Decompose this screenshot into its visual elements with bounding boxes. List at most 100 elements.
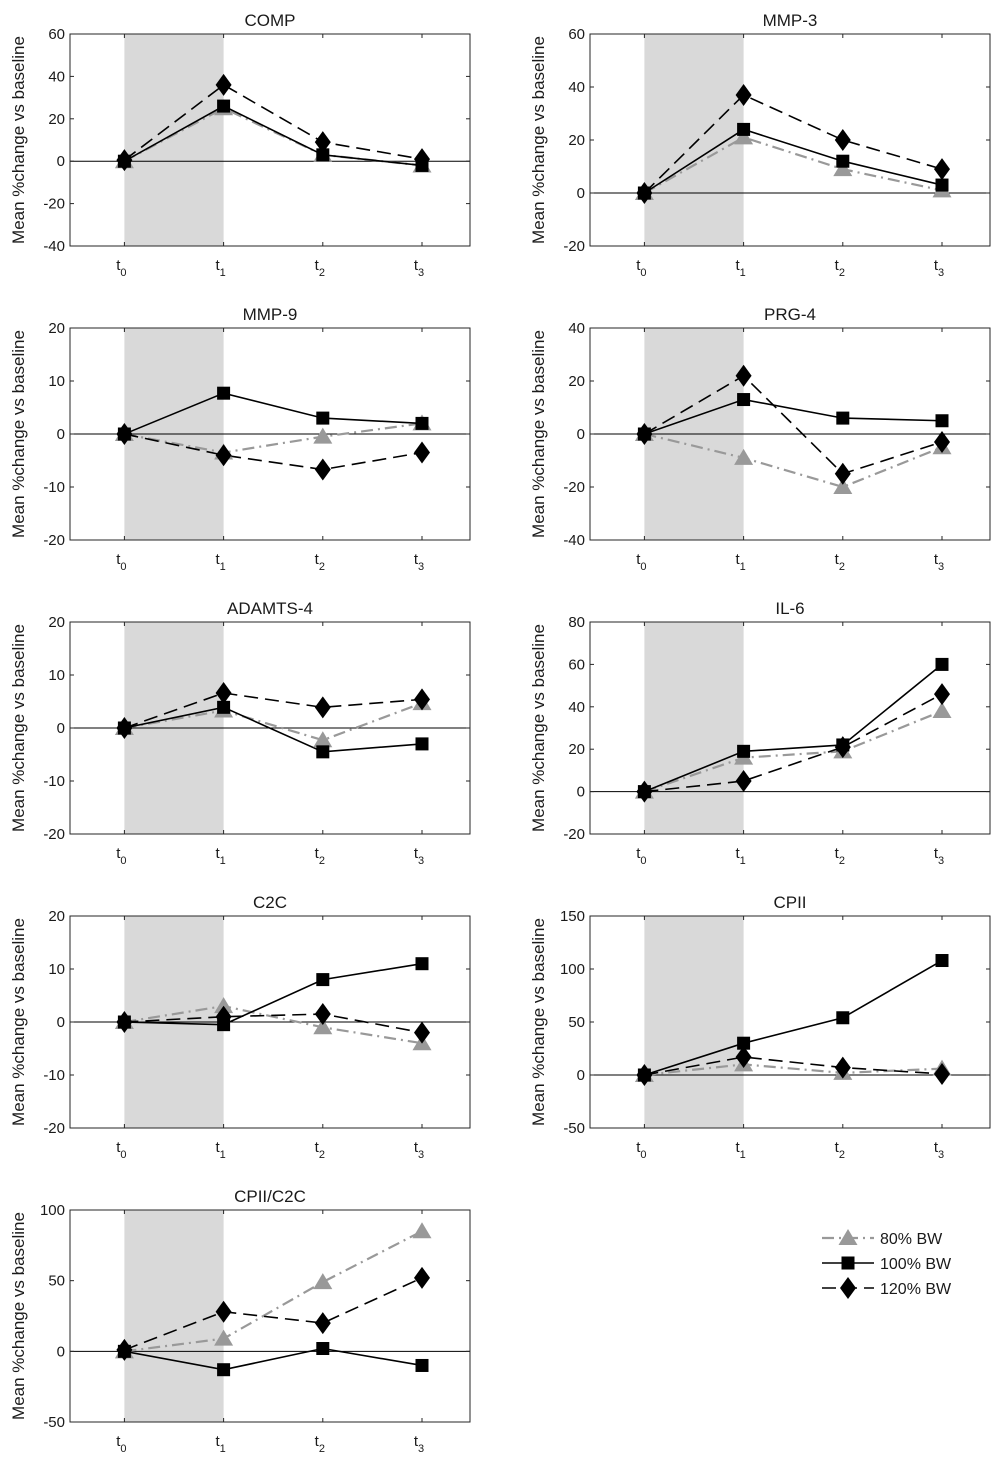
- y-tick-label: 40: [48, 68, 65, 85]
- x-tick-label: t2: [835, 257, 845, 279]
- y-axis-label: Mean %change vs baseline: [9, 330, 28, 538]
- data-point-120-bw: [414, 148, 430, 171]
- legend-item-80-bw: 80% BW: [822, 1229, 943, 1248]
- data-point-120-bw: [934, 158, 950, 181]
- legend-marker-triangle: [838, 1229, 858, 1245]
- data-point-80-bw: [734, 448, 754, 465]
- y-tick-label: 0: [57, 720, 65, 737]
- series-line-80-bw: [644, 710, 943, 793]
- x-tick-label: t3: [934, 551, 944, 573]
- data-point-100-bw: [935, 954, 949, 968]
- data-point-120-bw: [215, 73, 232, 96]
- y-tick-label: 10: [48, 667, 65, 684]
- data-point-100-bw: [737, 1036, 751, 1050]
- series-line-120-bw: [124, 433, 423, 471]
- data-point-120-bw: [834, 1056, 851, 1079]
- data-point-80-bw: [313, 731, 333, 748]
- x-tick-label: t2: [835, 1139, 845, 1161]
- data-point-100-bw: [217, 1363, 231, 1377]
- legend-item-120-bw: 120% BW: [822, 1277, 952, 1299]
- data-point-120-bw: [834, 736, 851, 759]
- y-tick-label: 10: [48, 373, 65, 390]
- series-line-100-bw: [644, 398, 943, 435]
- data-point-100-bw: [935, 657, 949, 671]
- y-tick-label: 40: [568, 699, 585, 716]
- data-point-120-bw: [314, 1003, 331, 1026]
- y-axis-label: Mean %change vs baseline: [529, 624, 548, 832]
- data-point-100-bw: [737, 744, 751, 758]
- data-point-120-bw: [314, 131, 331, 154]
- y-tick-label: 20: [568, 741, 585, 758]
- y-tick-label: 0: [577, 185, 585, 202]
- x-tick-label: t3: [414, 845, 424, 867]
- x-tick-label: t0: [116, 257, 126, 279]
- series-line-80-bw: [124, 1230, 423, 1353]
- shaded-loading-region: [644, 34, 744, 246]
- legend-label: 80% BW: [880, 1231, 943, 1248]
- data-point-80-bw: [214, 1329, 234, 1346]
- data-point-120-bw: [215, 1005, 232, 1028]
- data-point-120-bw: [116, 149, 133, 172]
- y-tick-label: 0: [577, 784, 585, 801]
- series-line-120-bw: [643, 93, 943, 194]
- y-axis-label: Mean %change vs baseline: [9, 624, 28, 832]
- series-line-80-bw: [644, 1063, 943, 1077]
- y-tick-label: 20: [48, 908, 65, 925]
- legend-marker-square: [841, 1256, 855, 1270]
- data-point-100-bw: [415, 1358, 429, 1372]
- series-line-80-bw: [643, 136, 943, 194]
- data-point-100-bw: [935, 414, 949, 428]
- data-point-100-bw: [737, 122, 751, 136]
- data-point-120-bw: [116, 1011, 133, 1033]
- axes-frame: [69, 1209, 471, 1423]
- y-tick-label: -20: [563, 826, 585, 843]
- panel-mmp-3: -20 0 20 40 60 t0 t1 t2 t3 MMP-3 Mean %change vs b…: [529, 11, 991, 279]
- x-tick-label: t0: [116, 551, 126, 573]
- x-tick-label: t0: [116, 1139, 126, 1161]
- data-point-80-bw: [313, 1018, 333, 1035]
- panel-title: ADAMTS-4: [227, 599, 313, 618]
- data-point-100-bw: [217, 386, 231, 400]
- data-point-120-bw: [116, 423, 133, 445]
- series-line-100-bw: [124, 392, 423, 435]
- x-tick-label: t2: [835, 551, 845, 573]
- data-point-120-bw: [735, 364, 752, 387]
- data-point-100-bw: [415, 737, 429, 751]
- data-point-80-bw: [313, 427, 333, 444]
- data-point-100-bw: [217, 99, 231, 113]
- y-axis-label: Mean %change vs baseline: [9, 1212, 28, 1420]
- data-point-120-bw: [636, 780, 653, 803]
- data-point-100-bw: [316, 973, 330, 987]
- data-point-100-bw: [415, 416, 429, 430]
- data-point-120-bw: [735, 770, 752, 792]
- y-tick-label: 100: [40, 1202, 65, 1219]
- y-tick-label: -10: [43, 1067, 65, 1084]
- y-tick-label: 60: [568, 26, 585, 43]
- data-point-120-bw: [636, 1064, 653, 1086]
- x-tick-label: t1: [215, 845, 225, 867]
- y-tick-label: -10: [43, 479, 65, 496]
- data-point-80-bw: [214, 997, 234, 1014]
- y-tick-label: 20: [48, 111, 65, 128]
- panel-title: CPII: [773, 893, 806, 912]
- y-tick-label: 20: [48, 614, 65, 631]
- y-tick-label: 80: [568, 614, 585, 631]
- y-tick-label: 10: [48, 961, 65, 978]
- legend-label: 120% BW: [880, 1281, 952, 1298]
- x-tick-label: t3: [414, 1433, 424, 1455]
- y-tick-label: 100: [560, 961, 585, 978]
- data-point-80-bw: [833, 478, 853, 494]
- panel-c2c: -20 -10 0 10 20 t0 t1 t2 t3 C2C Mean %change vs ba…: [9, 893, 471, 1161]
- data-point-120-bw: [215, 682, 232, 705]
- y-tick-label: 20: [568, 373, 585, 390]
- data-point-120-bw: [215, 1300, 232, 1323]
- data-point-100-bw: [415, 957, 429, 971]
- data-point-100-bw: [316, 411, 330, 425]
- y-axis-label: Mean %change vs baseline: [9, 918, 28, 1126]
- y-tick-label: 0: [57, 1343, 65, 1360]
- data-point-120-bw: [215, 444, 232, 467]
- x-tick-label: t3: [414, 257, 424, 279]
- series-line-120-bw: [643, 374, 943, 475]
- series-line-100-bw: [124, 105, 423, 167]
- y-tick-label: 60: [568, 656, 585, 673]
